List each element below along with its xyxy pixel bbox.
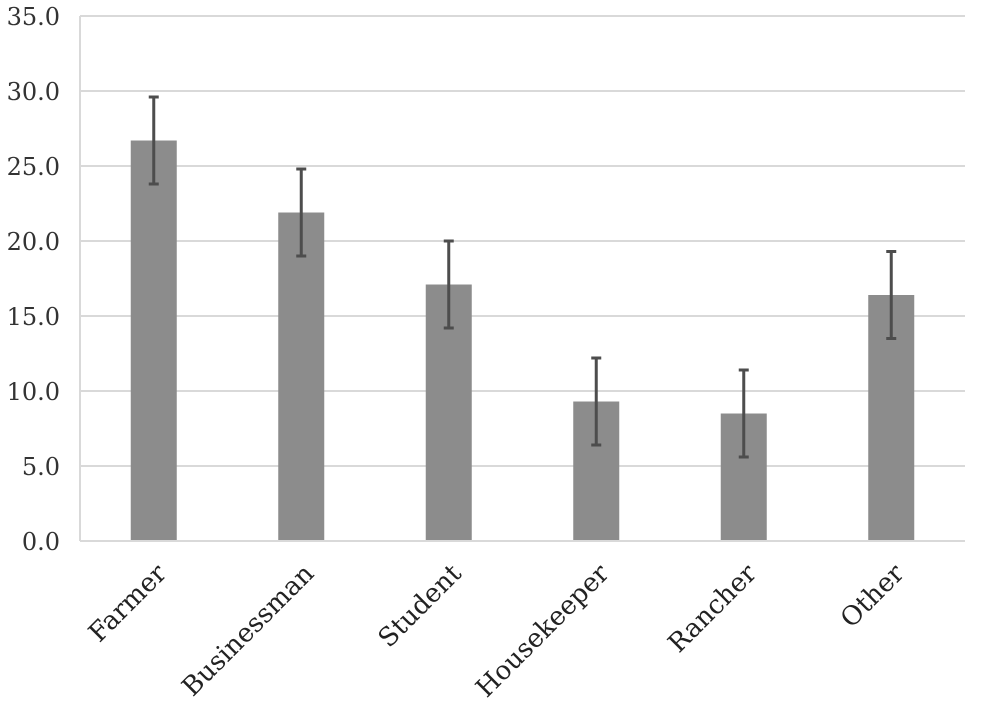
y-tick-label: 0.0	[22, 528, 60, 556]
error-bar-businessman	[296, 167, 307, 258]
y-tick-label: 5.0	[22, 453, 60, 481]
bar-farmer	[130, 140, 177, 541]
y-tick-label: 25.0	[7, 153, 60, 181]
y-tick-label: 15.0	[7, 303, 60, 331]
x-axis-category-labels: Farmer Businessman Student Housekeeper Ranch…	[83, 558, 910, 703]
error-bar-student	[443, 239, 454, 330]
x-category-label: Student	[373, 558, 468, 653]
error-bar-rancher	[738, 368, 749, 459]
bar-businessman	[278, 212, 325, 541]
x-category-label: Housekeeper	[470, 558, 615, 703]
error-bars	[148, 95, 897, 459]
y-tick-label: 10.0	[7, 378, 60, 406]
x-category-label: Farmer	[83, 558, 173, 648]
x-category-label: Rancher	[663, 558, 763, 658]
error-bar-other	[886, 250, 897, 340]
y-axis-tick-labels: 0.0 5.0 10.0 15.0 20.0 25.0 30.0 35.0	[7, 3, 60, 556]
error-bar-housekeeper	[591, 356, 602, 447]
error-bar-farmer	[148, 95, 159, 186]
bars	[130, 140, 915, 541]
y-tick-label: 35.0	[7, 3, 60, 31]
x-category-label: Businessman	[176, 559, 320, 703]
y-tick-label: 20.0	[7, 228, 60, 256]
y-tick-label: 30.0	[7, 78, 60, 106]
x-category-label: Other	[835, 558, 911, 634]
gridlines	[79, 15, 965, 541]
